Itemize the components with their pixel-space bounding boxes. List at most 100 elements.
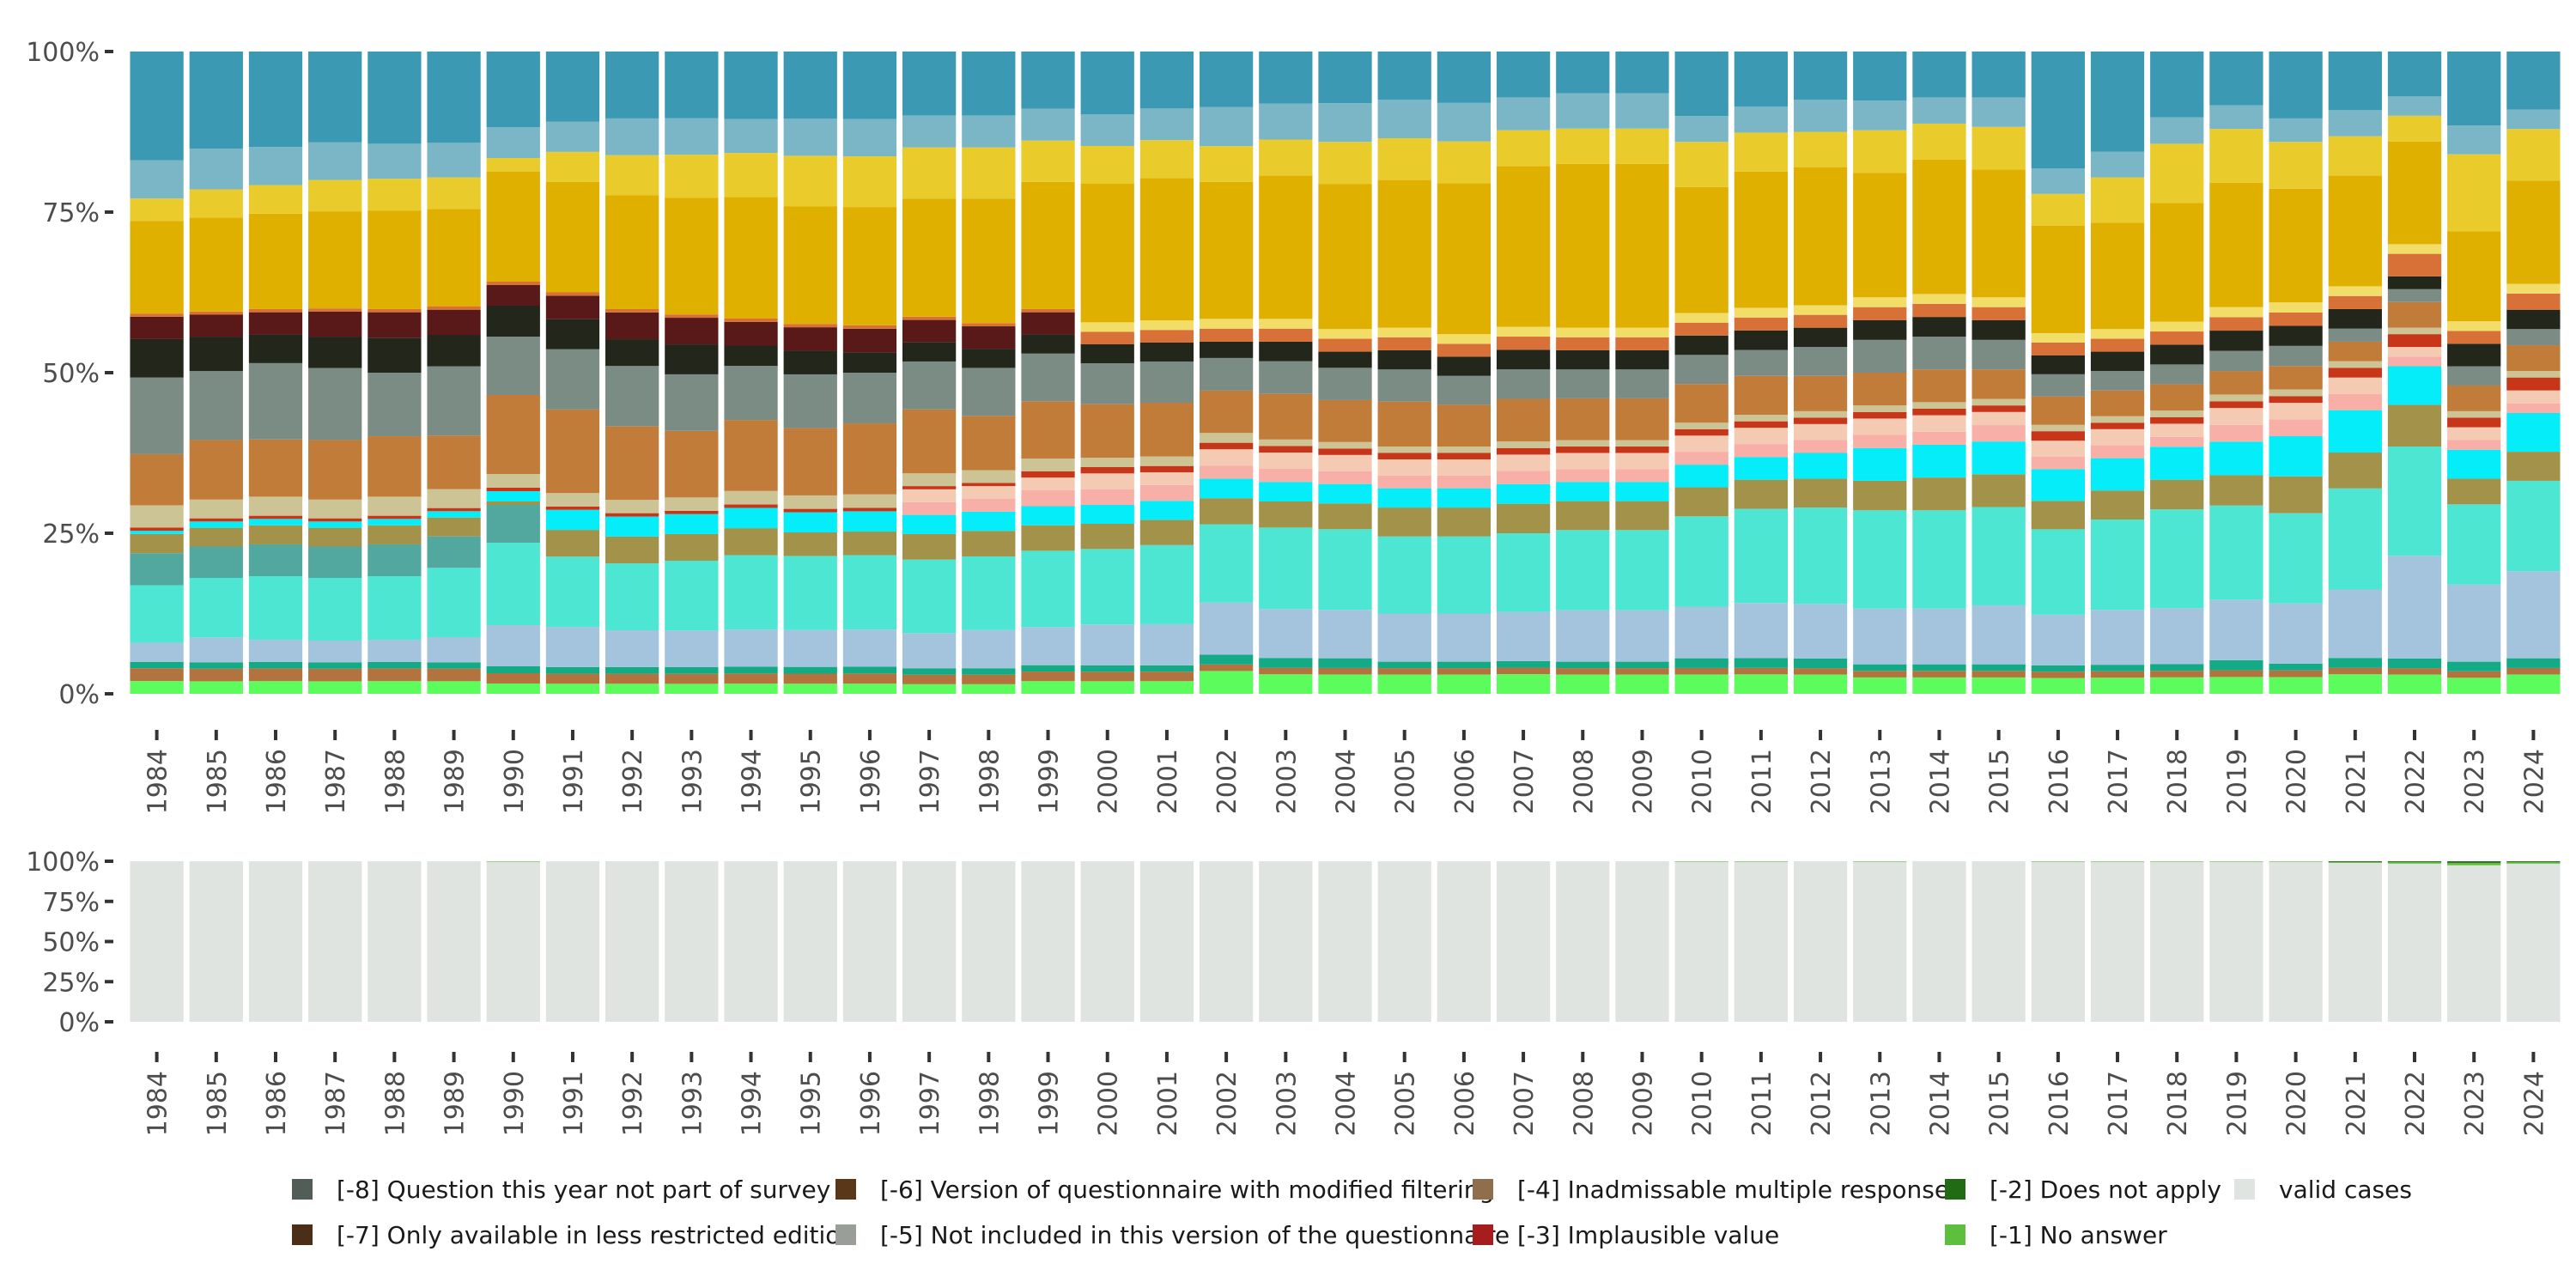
bar-segment-c17 xyxy=(1021,308,1075,313)
bar-segment-c1 xyxy=(1496,674,1551,694)
bar-segment-c20 xyxy=(1971,126,2026,170)
bar-segment-c20 xyxy=(1139,140,1194,179)
bar-segment-c21 xyxy=(1912,97,1966,124)
bar-segment-c10 xyxy=(1377,459,1431,476)
bar-1998 xyxy=(962,861,1016,1022)
bar-segment-c1 xyxy=(783,683,837,694)
bar-segment-valid-cases xyxy=(1437,861,1492,1022)
bar-segment-c21 xyxy=(1496,97,1551,131)
bar-segment-c8 xyxy=(2328,410,2382,453)
bar-segment-c15 xyxy=(1080,344,1134,363)
bar-segment-c3 xyxy=(1021,665,1075,672)
bar-segment-valid-cases xyxy=(1259,861,1313,1022)
bar-segment-c15 xyxy=(1318,351,1372,368)
bar-segment-c22 xyxy=(1912,52,1966,98)
bar-segment-c1 xyxy=(2447,677,2501,694)
bar-segment-c19 xyxy=(605,195,659,309)
x-tick-label: 1991 xyxy=(559,1071,589,1136)
bar-segment-c8 xyxy=(783,512,837,533)
bar-segment-c3 xyxy=(1615,661,1669,669)
bar-segment-c12 xyxy=(2150,410,2204,417)
bar-segment-c21 xyxy=(1021,108,1075,141)
bar-segment-c6 xyxy=(427,536,481,568)
bar-segment-c21 xyxy=(248,147,303,185)
bar-segment-c1 xyxy=(130,681,184,694)
bar-segment-c4 xyxy=(605,629,659,667)
bar-2024 xyxy=(2506,52,2561,694)
bar-segment-c3 xyxy=(248,661,303,669)
bar-segment-c1 xyxy=(842,683,897,694)
top-stacked-bar-chart: 0% 25% 50% 75% 100% 1984 1985 1986 1987 1988 1989 1… xyxy=(26,38,2561,814)
bar-segment-c17 xyxy=(1615,337,1669,350)
bar-segment-c4 xyxy=(2506,571,2561,659)
x-tick-label: 2006 xyxy=(1450,1071,1480,1136)
bar-segment-c13 xyxy=(2447,385,2501,411)
bar-segment-c1 xyxy=(1853,677,1907,694)
bar-segment-c2 xyxy=(2090,671,2145,678)
bar-segment-c17 xyxy=(130,313,184,317)
bar-segment-c3 xyxy=(724,666,778,674)
bar-segment-c19 xyxy=(248,213,303,309)
bar-segment-c2 xyxy=(427,668,481,682)
bar-segment-c13 xyxy=(842,423,897,495)
bar-segment-c15 xyxy=(783,350,837,374)
bar-2008 xyxy=(1556,52,1610,694)
bar-segment-c6 xyxy=(189,546,243,578)
bar-segment-c10 xyxy=(1021,477,1075,491)
bar-segment-c10 xyxy=(2031,440,2085,457)
bar-segment-c21 xyxy=(1318,103,1372,143)
bar-segment-c21 xyxy=(130,160,184,199)
bar-segment-c8 xyxy=(1793,453,1848,479)
bar-segment-c12 xyxy=(1793,410,1848,418)
bar-segment-c3 xyxy=(130,661,184,669)
bar-segment-c13 xyxy=(2387,301,2442,328)
bar-segment-c11 xyxy=(1259,446,1313,453)
x-tick-label: 1999 xyxy=(1035,749,1065,814)
bar-segment-c18 xyxy=(1674,313,1728,323)
bar-segment-c17 xyxy=(1734,317,1789,331)
bar-segment-c9 xyxy=(1734,444,1789,458)
bar-segment-c2 xyxy=(2447,671,2501,678)
bar-segment-c17 xyxy=(308,308,362,312)
bar-segment-c20 xyxy=(1496,130,1551,167)
bar-segment-c14 xyxy=(2150,364,2204,385)
bar-segment-c2 xyxy=(1556,668,1610,675)
bar-segment-c11 xyxy=(2209,401,2263,409)
bar-segment-c2 xyxy=(1912,671,1966,677)
bar-segment-c4 xyxy=(1615,610,1669,662)
bar-segment-valid-cases xyxy=(783,861,837,1022)
bar-segment-c22 xyxy=(2269,52,2323,118)
bar-segment-c21 xyxy=(2328,110,2382,137)
bar-segment-c10 xyxy=(2328,377,2382,394)
bar-segment-c21 xyxy=(2506,109,2561,130)
bar-1996 xyxy=(842,861,897,1022)
bar-segment-c22 xyxy=(842,52,897,119)
bar-2002 xyxy=(1199,861,1254,1022)
x-tick-label: 2010 xyxy=(1688,749,1718,814)
bar-segment-c11 xyxy=(2506,377,2561,391)
bar-segment-c17 xyxy=(2447,331,2501,344)
bar-segment-c22 xyxy=(545,52,600,122)
x-tick-label: 1994 xyxy=(738,1071,768,1136)
bar-segment-valid-cases xyxy=(308,861,362,1022)
bar-segment-c15 xyxy=(665,344,719,374)
bar-segment-c3 xyxy=(2447,661,2501,671)
bar-segment-c15 xyxy=(2090,351,2145,372)
bar-segment-c19 xyxy=(2031,225,2085,333)
bar-2000 xyxy=(1080,52,1134,694)
bar-segment-c10 xyxy=(1437,459,1492,476)
x-tick-label: 1991 xyxy=(559,749,589,814)
x-tick-label: 1989 xyxy=(440,1071,471,1136)
bar-segment-c14 xyxy=(2090,371,2145,391)
legend-label: [-3] Implausible value xyxy=(1517,1220,1780,1249)
bar-segment-valid-cases xyxy=(902,861,957,1022)
bar-segment-c15 xyxy=(1139,342,1194,362)
bar-segment-c7 xyxy=(1556,501,1610,531)
bar-segment-c1 xyxy=(1318,674,1372,694)
bar-segment-c16 xyxy=(842,328,897,353)
bar-segment-c22 xyxy=(1021,52,1075,109)
bar-2023 xyxy=(2447,861,2501,1022)
bar-segment-c5 xyxy=(130,585,184,643)
bar-segment-c9 xyxy=(1793,440,1848,453)
bar-segment-c4 xyxy=(1556,610,1610,662)
